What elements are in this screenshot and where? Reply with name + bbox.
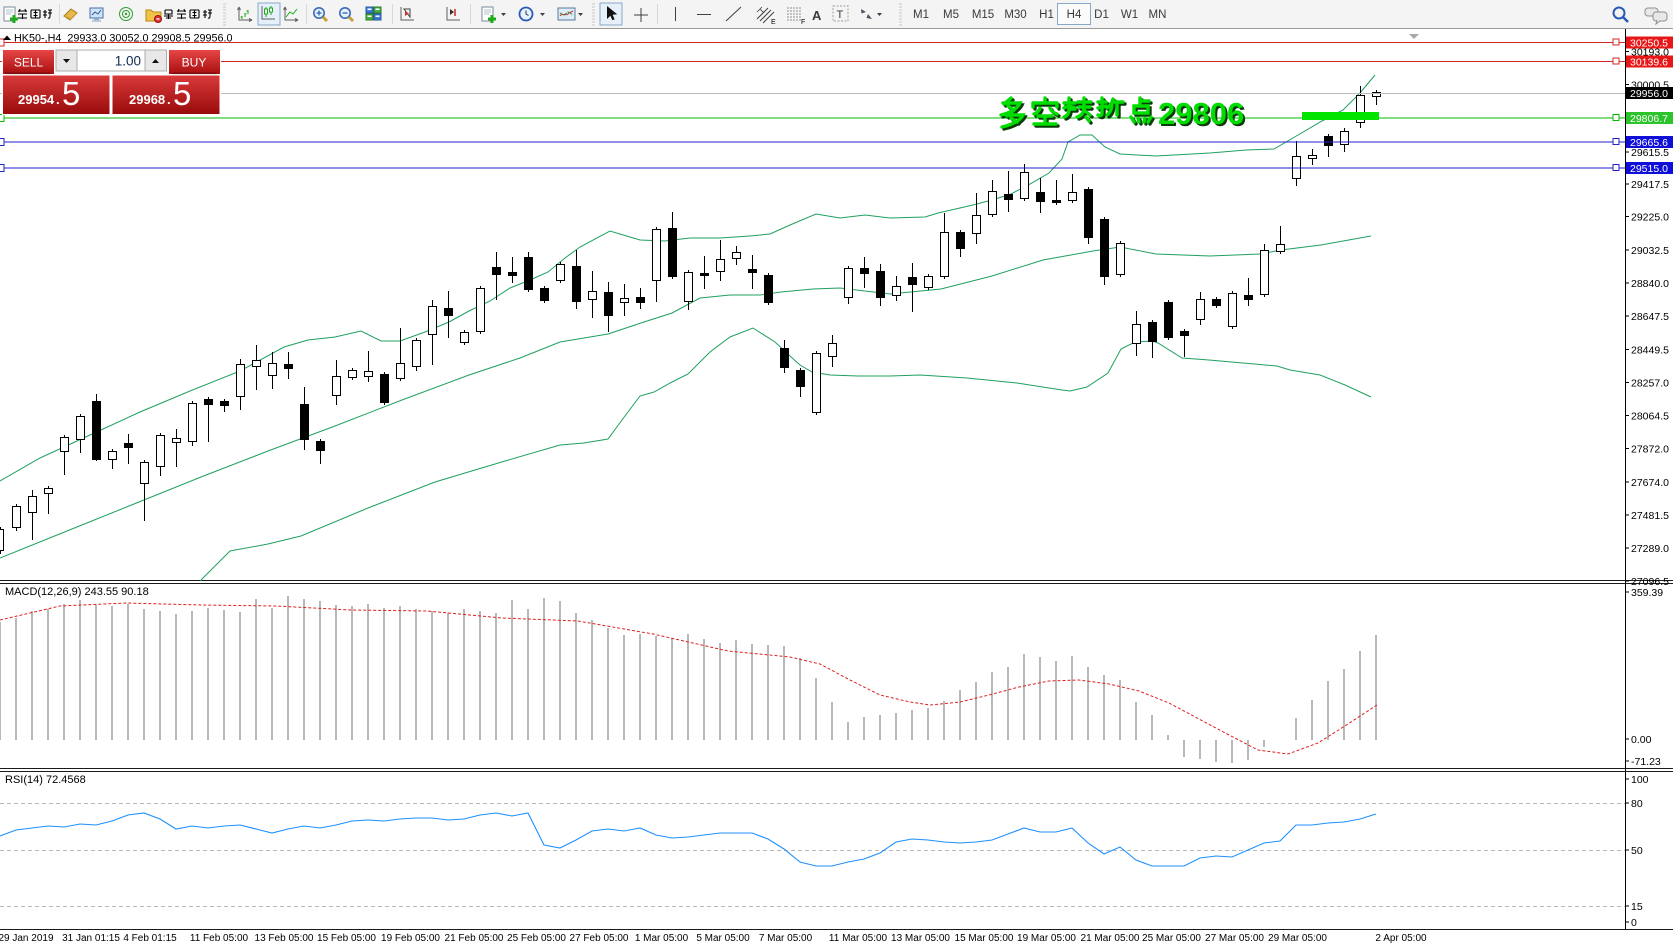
svg-text:29515.0: 29515.0 xyxy=(1630,163,1668,175)
svg-text:30139.6: 30139.6 xyxy=(1630,57,1668,69)
svg-text:19 Feb 05:00: 19 Feb 05:00 xyxy=(381,933,440,944)
svg-text:13 Mar 05:00: 13 Mar 05:00 xyxy=(891,933,950,944)
svg-text:29032.5: 29032.5 xyxy=(1631,245,1669,257)
svg-text:H4: H4 xyxy=(1067,9,1082,21)
svg-text:27872.0: 27872.0 xyxy=(1631,444,1669,456)
svg-text:RSI(14) 72.4568: RSI(14) 72.4568 xyxy=(5,774,86,786)
svg-text:29954: 29954 xyxy=(18,92,55,107)
svg-text:15: 15 xyxy=(1631,901,1643,913)
svg-text:27674.0: 27674.0 xyxy=(1631,477,1669,489)
svg-text:29615.5: 29615.5 xyxy=(1631,147,1669,159)
svg-text:13 Feb 05:00: 13 Feb 05:00 xyxy=(255,933,314,944)
svg-text:80: 80 xyxy=(1631,798,1643,810)
svg-text:28840.0: 28840.0 xyxy=(1631,278,1669,290)
svg-text:29806: 29806 xyxy=(1158,96,1244,131)
svg-text:359.39: 359.39 xyxy=(1631,587,1663,599)
svg-text:29 Mar 05:00: 29 Mar 05:00 xyxy=(1268,933,1327,944)
svg-text:29225.0: 29225.0 xyxy=(1631,212,1669,224)
svg-text:29806: 29806 xyxy=(1160,98,1246,133)
svg-text:A: A xyxy=(812,8,822,23)
svg-text:50: 50 xyxy=(1631,845,1643,857)
svg-text:MN: MN xyxy=(1149,9,1167,21)
svg-text:M15: M15 xyxy=(972,9,994,21)
svg-text:M30: M30 xyxy=(1004,9,1026,21)
svg-text:M5: M5 xyxy=(943,9,959,21)
svg-text:15 Mar 05:00: 15 Mar 05:00 xyxy=(955,933,1014,944)
svg-text:M1: M1 xyxy=(913,9,929,21)
svg-text:28064.5: 28064.5 xyxy=(1631,411,1669,423)
svg-text:.: . xyxy=(167,92,171,107)
svg-text:7 Mar 05:00: 7 Mar 05:00 xyxy=(759,933,813,944)
svg-text:28257.0: 28257.0 xyxy=(1631,378,1669,390)
svg-text:MACD(12,26,9) 243.55 90.18: MACD(12,26,9) 243.55 90.18 xyxy=(5,586,149,598)
svg-text:1.00: 1.00 xyxy=(115,54,141,69)
svg-text:.: . xyxy=(56,92,60,107)
svg-text:27481.5: 27481.5 xyxy=(1631,510,1669,522)
svg-text:5 Mar 05:00: 5 Mar 05:00 xyxy=(696,933,750,944)
svg-text:25 Mar 05:00: 25 Mar 05:00 xyxy=(1142,933,1201,944)
svg-text:29956.0: 29956.0 xyxy=(1630,88,1668,100)
svg-text:27096.5: 27096.5 xyxy=(1631,576,1669,588)
svg-text:29665.6: 29665.6 xyxy=(1630,137,1668,149)
svg-text:0.00: 0.00 xyxy=(1631,734,1652,746)
svg-text:SELL: SELL xyxy=(14,56,44,70)
svg-text:15 Feb 05:00: 15 Feb 05:00 xyxy=(317,933,376,944)
svg-text:F: F xyxy=(801,19,805,26)
svg-text:28449.5: 28449.5 xyxy=(1631,345,1669,357)
svg-text:27 Feb 05:00: 27 Feb 05:00 xyxy=(570,933,629,944)
svg-text:-71.23: -71.23 xyxy=(1631,756,1661,768)
svg-text:29417.5: 29417.5 xyxy=(1631,179,1669,191)
svg-text:5: 5 xyxy=(173,75,191,112)
svg-text:100: 100 xyxy=(1631,774,1649,786)
svg-text:29806.7: 29806.7 xyxy=(1630,113,1668,125)
svg-text:5: 5 xyxy=(62,75,80,112)
svg-text:19 Mar 05:00: 19 Mar 05:00 xyxy=(1017,933,1076,944)
svg-text:25 Feb 05:00: 25 Feb 05:00 xyxy=(507,933,566,944)
svg-text:BUY: BUY xyxy=(182,56,207,70)
svg-text:E: E xyxy=(771,19,776,26)
svg-text:21 Feb 05:00: 21 Feb 05:00 xyxy=(445,933,504,944)
svg-text:21 Mar 05:00: 21 Mar 05:00 xyxy=(1081,933,1140,944)
svg-text:27 Mar 05:00: 27 Mar 05:00 xyxy=(1205,933,1264,944)
svg-text:11 Mar 05:00: 11 Mar 05:00 xyxy=(829,933,888,944)
svg-text:29 Jan 2019: 29 Jan 2019 xyxy=(0,933,54,944)
svg-text:D1: D1 xyxy=(1094,9,1109,21)
svg-text:30250.5: 30250.5 xyxy=(1630,38,1668,50)
svg-text:0: 0 xyxy=(1631,917,1637,929)
svg-text:28647.5: 28647.5 xyxy=(1631,311,1669,323)
svg-text:H1: H1 xyxy=(1039,9,1054,21)
svg-text:W1: W1 xyxy=(1121,9,1138,21)
svg-text:4 Feb 01:15: 4 Feb 01:15 xyxy=(123,933,177,944)
svg-text:HK50-,H4 29933.0 30052.0 2990: HK50-,H4 29933.0 30052.0 29908.5 29956.0 xyxy=(14,33,233,45)
svg-text:27289.0: 27289.0 xyxy=(1631,543,1669,555)
svg-text:29968: 29968 xyxy=(129,92,165,107)
svg-text:1 Mar 05:00: 1 Mar 05:00 xyxy=(635,933,689,944)
svg-text:11 Feb 05:00: 11 Feb 05:00 xyxy=(190,933,249,944)
svg-text:2 Apr 05:00: 2 Apr 05:00 xyxy=(1375,933,1427,944)
svg-text:T: T xyxy=(837,9,844,21)
svg-text:31 Jan 01:15: 31 Jan 01:15 xyxy=(62,933,120,944)
